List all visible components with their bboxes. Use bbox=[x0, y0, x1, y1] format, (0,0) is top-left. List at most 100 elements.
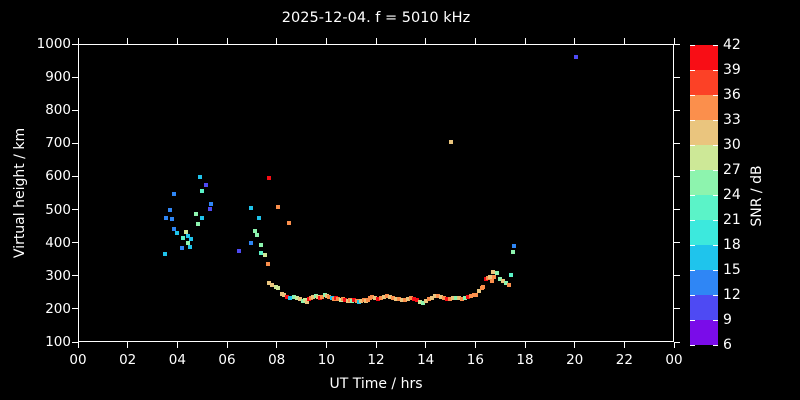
data-point bbox=[275, 286, 280, 291]
data-point bbox=[489, 279, 494, 284]
data-point bbox=[506, 283, 511, 288]
colorbar-tick-label: 30 bbox=[723, 137, 741, 153]
colorbar-tick bbox=[713, 94, 718, 96]
chart-title: 2025-12-04. f = 5010 kHz bbox=[281, 10, 471, 26]
data-point bbox=[163, 215, 168, 220]
data-point bbox=[494, 271, 499, 276]
data-point bbox=[511, 249, 516, 254]
x-axis-tick bbox=[77, 342, 79, 348]
data-point bbox=[253, 229, 258, 234]
y-axis-tick bbox=[72, 76, 78, 78]
colorbar-tick-label: 24 bbox=[723, 187, 741, 203]
data-point bbox=[375, 296, 380, 301]
data-point bbox=[387, 294, 392, 299]
y-axis-tick-right bbox=[674, 109, 680, 111]
y-axis-tick-right bbox=[674, 175, 680, 177]
data-point bbox=[459, 296, 464, 301]
colorbar-segment bbox=[690, 270, 718, 295]
data-point bbox=[259, 242, 264, 247]
plot-area bbox=[78, 44, 674, 342]
y-tick-label: 900 bbox=[45, 69, 71, 86]
data-point bbox=[336, 296, 340, 301]
data-point bbox=[442, 295, 447, 300]
y-tick-label: 100 bbox=[45, 334, 71, 350]
colorbar-label: SNR / dB bbox=[749, 165, 765, 227]
x-axis-tick-top bbox=[474, 38, 476, 44]
data-point bbox=[265, 261, 270, 266]
data-point bbox=[203, 183, 208, 188]
data-point bbox=[359, 298, 364, 303]
y-axis-tick bbox=[72, 242, 78, 244]
colorbar-tick bbox=[690, 294, 695, 296]
x-axis-tick-top bbox=[673, 38, 675, 44]
x-axis-tick-top bbox=[127, 38, 129, 44]
y-axis-label: Virtual height / km bbox=[12, 127, 28, 259]
data-point bbox=[439, 294, 444, 299]
y-tick-label: 700 bbox=[45, 135, 71, 152]
data-point bbox=[236, 248, 241, 253]
colorbar-tick bbox=[690, 119, 695, 121]
y-axis-tick-right bbox=[674, 43, 680, 45]
data-point bbox=[409, 295, 414, 300]
colorbar-segment bbox=[690, 120, 718, 145]
data-point bbox=[255, 233, 260, 238]
data-point bbox=[295, 295, 300, 300]
data-point bbox=[195, 222, 200, 227]
data-point bbox=[172, 192, 177, 196]
data-point bbox=[417, 299, 422, 304]
data-point bbox=[445, 296, 450, 301]
colorbar-tick bbox=[713, 269, 718, 271]
colorbar-tick-label: 18 bbox=[723, 237, 741, 253]
data-point bbox=[436, 293, 441, 298]
data-point bbox=[491, 275, 496, 280]
data-point bbox=[315, 294, 320, 299]
data-point bbox=[448, 296, 452, 301]
data-point bbox=[184, 230, 189, 235]
data-point bbox=[172, 227, 177, 232]
colorbar-tick-label: 33 bbox=[723, 112, 741, 128]
x-axis-tick-top bbox=[524, 38, 526, 44]
x-axis-tick-top bbox=[77, 38, 79, 44]
colorbar-segment bbox=[690, 70, 718, 95]
data-point bbox=[487, 275, 492, 280]
data-point bbox=[342, 297, 347, 302]
data-point bbox=[397, 296, 402, 301]
x-tick-label: 12 bbox=[367, 352, 385, 368]
data-point bbox=[512, 243, 517, 248]
colorbar-tick-label: 36 bbox=[723, 87, 741, 103]
data-point bbox=[282, 292, 287, 297]
data-point bbox=[370, 294, 375, 299]
y-tick-label: 800 bbox=[45, 102, 71, 119]
x-tick-label: 00 bbox=[665, 352, 683, 368]
data-point bbox=[257, 215, 262, 220]
y-axis-tick bbox=[72, 43, 78, 45]
x-tick-label: 04 bbox=[168, 352, 186, 368]
x-axis-tick bbox=[127, 342, 129, 348]
data-point bbox=[500, 279, 505, 284]
data-point bbox=[279, 291, 284, 296]
data-point bbox=[169, 216, 174, 221]
data-point bbox=[406, 296, 411, 301]
x-axis-tick-top bbox=[276, 38, 278, 44]
data-point bbox=[162, 251, 167, 256]
data-point bbox=[390, 295, 395, 300]
y-axis-tick-right bbox=[674, 142, 680, 144]
y-axis-tick-right bbox=[674, 76, 680, 78]
y-tick-label: 300 bbox=[45, 267, 71, 284]
data-point bbox=[298, 296, 303, 301]
colorbar-tick-label: 42 bbox=[723, 37, 741, 53]
colorbar-tick bbox=[713, 244, 718, 246]
data-point bbox=[197, 175, 202, 180]
data-point bbox=[465, 294, 470, 299]
colorbar-tick-label: 6 bbox=[723, 337, 732, 353]
y-axis-tick bbox=[72, 175, 78, 177]
data-point bbox=[433, 293, 438, 298]
y-tick-label: 200 bbox=[45, 300, 71, 317]
y-tick-label: 500 bbox=[45, 201, 71, 218]
x-tick-label: 10 bbox=[317, 352, 335, 368]
data-point bbox=[573, 54, 578, 59]
colorbar-tick bbox=[713, 294, 718, 296]
data-point bbox=[453, 295, 458, 300]
x-axis-tick bbox=[226, 342, 228, 348]
